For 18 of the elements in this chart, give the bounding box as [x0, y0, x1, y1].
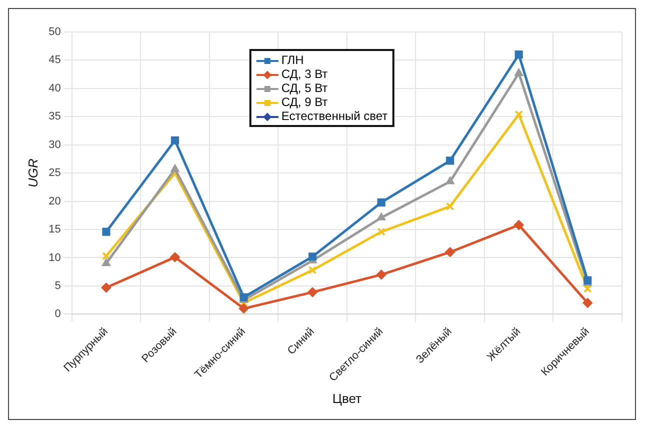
y-tick-label: 50 [48, 26, 61, 38]
x-axis-title: Цвет [332, 390, 362, 406]
y-tick-label: 10 [48, 252, 61, 264]
legend-label: СД, 5 Вт [281, 81, 328, 95]
y-tick-label: 45 [48, 54, 61, 66]
y-tick-label: 25 [48, 167, 61, 180]
y-tick-label: 15 [48, 224, 61, 236]
legend-label: СД, 9 Вт [281, 95, 328, 109]
y-axis-title: UGR [25, 158, 40, 188]
y-tick-label: 30 [48, 138, 61, 151]
y-tick-label: 0 [54, 308, 61, 320]
y-tick-label: 20 [48, 195, 61, 208]
legend-label: ГЛН [281, 53, 304, 67]
legend-label: Естественный свет [281, 109, 388, 123]
y-tick-label: 40 [48, 82, 61, 94]
y-tick-label: 35 [48, 110, 61, 123]
legend-label: СД, 3 Вт [281, 67, 328, 81]
y-tick-label: 5 [54, 280, 61, 292]
